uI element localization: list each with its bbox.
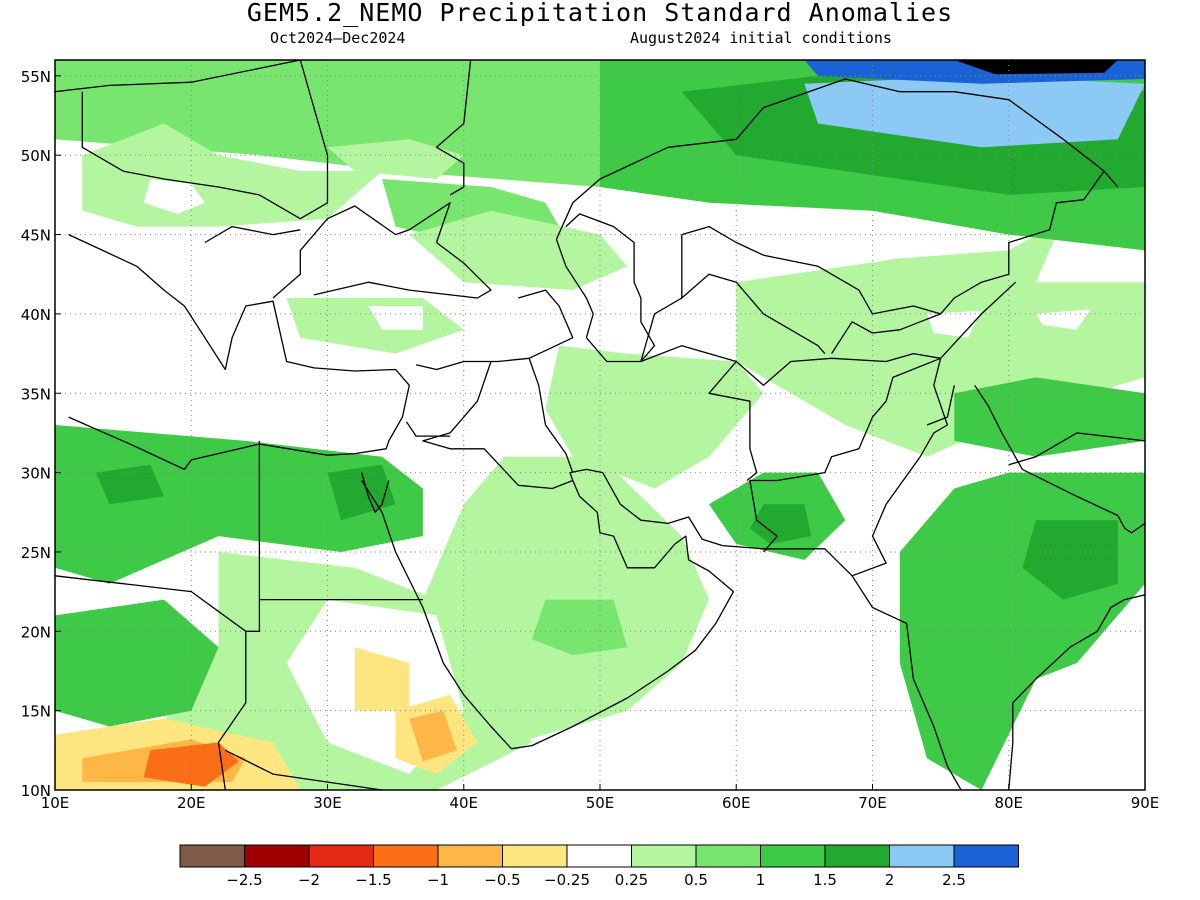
boundary-line-9 <box>245 599 261 632</box>
lon-tick-label: 50E <box>586 794 615 812</box>
lat-tick-label: 45N <box>21 227 51 245</box>
colorbar-swatch <box>824 844 890 868</box>
map-title: GEM5.2_NEMO Precipitation Standard Anoma… <box>246 0 954 27</box>
anomaly-region-32 <box>749 504 812 544</box>
coastlines-and-borders <box>55 60 1145 790</box>
anomaly-region-21 <box>409 710 457 762</box>
lon-tick-label: 10E <box>41 794 70 812</box>
colorbar-swatch <box>179 844 245 868</box>
lat-tick-label: 10N <box>21 782 51 800</box>
boundary-line-25 <box>851 281 1017 577</box>
anomaly-region-13 <box>1036 309 1091 330</box>
anomaly-region-7 <box>368 306 423 330</box>
colorbar-swatch <box>760 844 826 868</box>
colorbar-swatch <box>502 844 568 868</box>
boundary-line-19 <box>640 234 683 362</box>
colorbar-label: 0.25 <box>615 871 648 889</box>
lat-tick-label: 50N <box>21 147 51 165</box>
anomaly-shading <box>55 60 1145 790</box>
lon-tick-label: 30E <box>313 794 342 812</box>
anomaly-region-22 <box>55 425 423 584</box>
boundary-line-26 <box>974 384 1145 534</box>
boundary-line-3 <box>555 213 656 363</box>
colorbar-label: 1 <box>756 871 766 889</box>
anomaly-region-9 <box>422 456 709 743</box>
boundary-line-18 <box>555 78 1119 240</box>
boundary-line-16 <box>405 421 451 437</box>
lat-lon-grid <box>55 60 1145 790</box>
boundary-line-11 <box>81 60 329 220</box>
initial-conditions-label: August2024 initial conditions <box>630 29 892 47</box>
colorbar-swatch <box>695 844 761 868</box>
boundary-line-24 <box>940 170 1105 315</box>
boundary-line-17 <box>435 60 472 196</box>
colorbar-label: −1.5 <box>355 871 391 889</box>
anomaly-region-2 <box>143 179 205 214</box>
boundary-line-14 <box>528 358 574 473</box>
colorbar-swatch <box>631 844 697 868</box>
lat-tick-label: 15N <box>21 703 51 721</box>
boundary-line-23 <box>681 225 942 354</box>
anomaly-region-16 <box>354 647 410 711</box>
boundary-line-6 <box>360 472 390 513</box>
colorbar-label: 0.5 <box>684 871 708 889</box>
colorbar-swatch <box>889 844 955 868</box>
boundary-line-20 <box>640 345 942 553</box>
boundary-line-0 <box>55 60 301 93</box>
colorbar-swatch <box>953 844 1019 868</box>
anomaly-region-30 <box>954 60 1118 75</box>
colorbar-swatch <box>244 844 310 868</box>
boundary-line-4 <box>361 468 962 790</box>
lon-tick-label: 60E <box>722 794 751 812</box>
anomaly-region-28 <box>804 75 1145 148</box>
lon-tick-label: 20E <box>177 794 206 812</box>
lon-tick-label: 40E <box>449 794 478 812</box>
colorbar-label: −0.5 <box>484 871 520 889</box>
lon-tick-label: 80E <box>994 794 1023 812</box>
boundary-line-5 <box>1008 594 1145 790</box>
boundary-line-15 <box>422 361 574 490</box>
colorbar-swatch <box>373 844 439 868</box>
anomaly-region-10 <box>531 599 628 656</box>
forecast-period: Oct2024–Dec2024 <box>270 29 406 47</box>
lat-tick-label: 20N <box>21 623 51 641</box>
boundary-line-21 <box>708 361 758 482</box>
colorbar-label: 2.5 <box>942 871 966 889</box>
colorbar-label: −2.5 <box>226 871 262 889</box>
lon-tick-label: 90E <box>1131 794 1160 812</box>
lon-tick-label: 70E <box>858 794 887 812</box>
lat-tick-label: 40N <box>21 306 51 324</box>
colorbar-label: −1 <box>427 871 449 889</box>
lat-tick-label: 55N <box>21 68 51 86</box>
boundary-line-28 <box>926 385 955 426</box>
anomaly-region-23 <box>95 464 164 505</box>
colorbar-label: −2 <box>298 871 320 889</box>
boundary-line-10 <box>225 749 383 790</box>
anomaly-region-12 <box>927 310 982 338</box>
anomaly-region-35 <box>954 377 1145 457</box>
boundary-line-2 <box>272 202 492 299</box>
colorbar-label: −0.25 <box>544 871 590 889</box>
anomaly-region-34 <box>1022 520 1118 600</box>
lat-tick-label: 30N <box>21 465 51 483</box>
boundary-line-12 <box>204 225 301 244</box>
colorbar: −2.5 −2 −1.5 −1 −0.5 −0.25 0.25 0.5 1 1.5 2 2.5 <box>179 844 1019 889</box>
boundary-line-27 <box>1008 432 1145 466</box>
colorbar-label: 1.5 <box>813 871 837 889</box>
boundary-line-22 <box>681 273 826 355</box>
colorbar-swatch <box>308 844 374 868</box>
axis-ticks: 10E 20E 30E 40E 50E 60E 70E 80E 90E 10N 15N 20N 25N 3… <box>21 68 1160 812</box>
colorbar-swatch <box>566 844 632 868</box>
anomaly-region-19 <box>143 742 239 787</box>
lat-tick-label: 25N <box>21 544 51 562</box>
anomaly-region-4 <box>327 139 464 179</box>
anomaly-region-8 <box>545 345 764 489</box>
lat-tick-label: 35N <box>21 385 51 403</box>
colorbar-label: 2 <box>885 871 895 889</box>
colorbar-swatch <box>437 844 503 868</box>
